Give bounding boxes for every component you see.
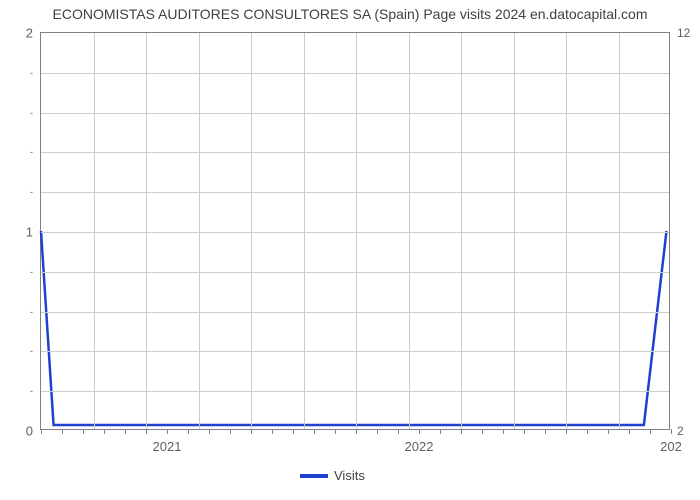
y2-tick-label: 12 [669, 26, 690, 40]
x-tick-label: 202 [660, 429, 682, 454]
grid-line-vertical [409, 33, 410, 429]
visits-line [41, 33, 669, 429]
x-minor-tick [41, 429, 42, 434]
x-minor-tick [587, 429, 588, 434]
y-minor-tick: - [30, 187, 41, 197]
x-minor-tick [482, 429, 483, 434]
grid-line-vertical [461, 33, 462, 429]
legend-label: Visits [334, 468, 365, 483]
y-minor-tick: - [30, 68, 41, 78]
grid-line-vertical [94, 33, 95, 429]
grid-line-vertical [146, 33, 147, 429]
x-minor-tick [608, 429, 609, 434]
grid-line-horizontal [41, 152, 669, 153]
y-minor-tick: - [30, 386, 41, 396]
x-minor-tick [188, 429, 189, 434]
x-minor-tick [440, 429, 441, 434]
y-minor-tick: - [30, 147, 41, 157]
grid-line-vertical [514, 33, 515, 429]
x-minor-tick [272, 429, 273, 434]
grid-line-horizontal [41, 232, 669, 233]
y-minor-tick: - [30, 346, 41, 356]
x-minor-tick [251, 429, 252, 434]
grid-line-horizontal [41, 351, 669, 352]
grid-line-vertical [566, 33, 567, 429]
x-minor-tick [146, 429, 147, 434]
x-minor-tick [545, 429, 546, 434]
grid-line-vertical [356, 33, 357, 429]
y-minor-tick: - [30, 307, 41, 317]
x-tick-label: 2021 [153, 429, 182, 454]
grid-line-horizontal [41, 192, 669, 193]
chart-title: ECONOMISTAS AUDITORES CONSULTORES SA (Sp… [0, 6, 700, 22]
grid-line-horizontal [41, 73, 669, 74]
y-minor-tick: - [30, 108, 41, 118]
x-minor-tick [524, 429, 525, 434]
x-minor-tick [62, 429, 63, 434]
x-minor-tick [314, 429, 315, 434]
grid-line-horizontal [41, 113, 669, 114]
x-minor-tick [377, 429, 378, 434]
y-tick-label: 0 [26, 424, 41, 439]
x-minor-tick [650, 429, 651, 434]
y-minor-tick: - [30, 267, 41, 277]
x-minor-tick [83, 429, 84, 434]
x-minor-tick [125, 429, 126, 434]
x-minor-tick [566, 429, 567, 434]
x-minor-tick [398, 429, 399, 434]
x-minor-tick [629, 429, 630, 434]
grid-line-vertical [199, 33, 200, 429]
y-tick-label: 2 [26, 26, 41, 41]
legend-swatch [300, 474, 328, 478]
y-tick-label: 1 [26, 225, 41, 240]
grid-line-vertical [251, 33, 252, 429]
x-minor-tick [104, 429, 105, 434]
x-minor-tick [209, 429, 210, 434]
x-minor-tick [230, 429, 231, 434]
plot-area: 012--------21220212022202 [40, 32, 670, 430]
x-minor-tick [293, 429, 294, 434]
x-tick-label: 2022 [405, 429, 434, 454]
series-path [41, 231, 666, 425]
grid-line-vertical [619, 33, 620, 429]
x-minor-tick [461, 429, 462, 434]
grid-line-horizontal [41, 391, 669, 392]
grid-line-vertical [304, 33, 305, 429]
x-minor-tick [356, 429, 357, 434]
grid-line-horizontal [41, 312, 669, 313]
legend: Visits [300, 468, 365, 483]
x-minor-tick [335, 429, 336, 434]
grid-line-horizontal [41, 272, 669, 273]
x-minor-tick [503, 429, 504, 434]
